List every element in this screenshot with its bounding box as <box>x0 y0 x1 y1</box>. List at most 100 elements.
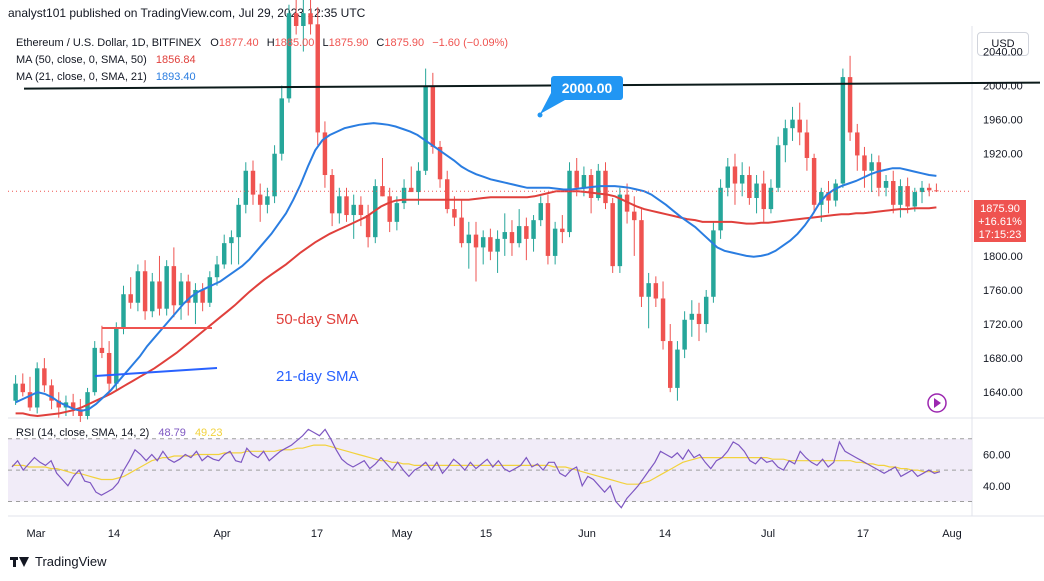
level-2000-callout[interactable]: 2000.00 <box>537 76 624 118</box>
candle <box>380 157 385 197</box>
candle-body <box>70 402 76 410</box>
candle-body <box>380 186 385 197</box>
candle <box>934 183 939 193</box>
candle <box>387 187 392 233</box>
legend-l-label: L <box>322 37 328 49</box>
candle-body <box>423 85 428 171</box>
candle-body <box>78 409 83 416</box>
sma21-line <box>15 122 937 412</box>
candle <box>135 264 141 312</box>
publisher-line: analyst101 published on TradingView.com,… <box>8 6 366 20</box>
candle <box>466 221 472 269</box>
candle-body <box>653 283 659 299</box>
candle <box>452 196 457 227</box>
candle-body <box>135 271 141 303</box>
time-tick-label: Aug <box>942 528 962 540</box>
candle-body <box>660 298 666 342</box>
candle <box>186 274 191 316</box>
candle-body <box>351 204 356 216</box>
candle <box>106 341 112 394</box>
candle-body <box>761 183 766 210</box>
candle <box>344 187 349 222</box>
candle <box>768 179 774 214</box>
candle <box>545 194 551 265</box>
candle <box>624 183 630 224</box>
candle <box>394 196 400 231</box>
replay-icon[interactable] <box>927 393 947 413</box>
candle-body <box>495 238 500 252</box>
candle <box>128 277 133 309</box>
currency-button[interactable]: USD <box>977 32 1029 56</box>
time-tick-label: 14 <box>659 528 671 540</box>
candle <box>401 179 407 210</box>
rsi-legend-value1: 48.79 <box>158 427 186 439</box>
candle <box>754 175 759 214</box>
candle-body <box>214 264 220 278</box>
candle-body <box>157 281 162 309</box>
candle-body <box>574 170 579 188</box>
candle <box>171 247 177 318</box>
candle-body <box>711 230 716 297</box>
candle-body <box>545 203 551 256</box>
current-price-value: 1875.90 <box>980 203 1020 215</box>
candle <box>747 166 752 205</box>
candle <box>883 175 889 197</box>
candle <box>538 196 543 227</box>
candle <box>783 119 788 163</box>
candle <box>790 106 795 141</box>
candle <box>926 183 932 197</box>
candle-body <box>329 175 335 214</box>
candle <box>473 221 479 282</box>
candle-body <box>524 226 529 239</box>
candle-body <box>581 175 587 188</box>
candle <box>826 180 831 214</box>
candle-body <box>797 119 802 133</box>
candle-body <box>768 187 774 210</box>
candle-body <box>703 296 709 325</box>
candle <box>862 146 867 188</box>
candle-body <box>804 132 810 158</box>
candle <box>351 194 356 239</box>
candle-body <box>725 166 731 188</box>
candle <box>42 358 47 393</box>
tradingview-logo-text: TradingView <box>35 554 107 569</box>
candle-body <box>416 170 421 193</box>
candle <box>430 72 436 154</box>
time-axis: Mar 14 Apr 17 May 15 Jun 14 Jul 17 Aug <box>27 528 962 540</box>
candle-body <box>567 170 572 233</box>
candle-body <box>754 183 759 199</box>
blue-trend-drawing[interactable] <box>94 367 218 377</box>
legend-h-label: H <box>267 37 275 49</box>
candle-body <box>272 153 277 197</box>
candle <box>574 157 579 197</box>
candle-body <box>898 186 903 205</box>
candle <box>739 162 745 197</box>
legend-change: −1.60 (−0.09%) <box>432 37 508 49</box>
candle <box>905 177 910 214</box>
candle-body <box>229 237 234 244</box>
sma50-line <box>15 190 937 418</box>
tradingview-logo[interactable]: TradingView <box>10 554 107 569</box>
candle-body <box>617 194 623 267</box>
candle <box>639 209 644 308</box>
candle-body <box>552 228 558 256</box>
candle-body <box>322 132 328 176</box>
candle-body <box>876 162 882 188</box>
candle-body <box>394 203 400 222</box>
candle <box>142 260 148 320</box>
candle <box>689 300 695 337</box>
candle-body <box>13 383 18 401</box>
candle <box>250 160 256 205</box>
candle <box>358 196 364 227</box>
candle-body <box>200 289 205 303</box>
candle-body <box>488 237 493 252</box>
candle-body <box>401 187 407 204</box>
resistance-line-2000[interactable] <box>23 81 1041 90</box>
rsi-tick-label: 60.00 <box>983 449 1011 461</box>
current-price-badge: 1875.90 +16.61% 17:15:23 <box>974 200 1026 242</box>
candle-body <box>869 162 874 171</box>
candle-body <box>632 211 637 221</box>
candle <box>891 170 896 214</box>
candle-body <box>855 132 860 156</box>
